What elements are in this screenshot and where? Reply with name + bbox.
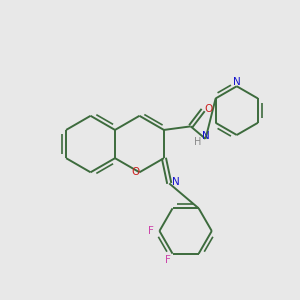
Text: F: F: [165, 255, 171, 265]
Text: N: N: [202, 131, 209, 142]
Text: H: H: [194, 137, 202, 147]
Text: N: N: [233, 77, 241, 87]
Text: O: O: [204, 104, 213, 114]
Text: O: O: [131, 167, 140, 177]
Text: N: N: [172, 177, 180, 187]
Text: F: F: [148, 226, 154, 236]
